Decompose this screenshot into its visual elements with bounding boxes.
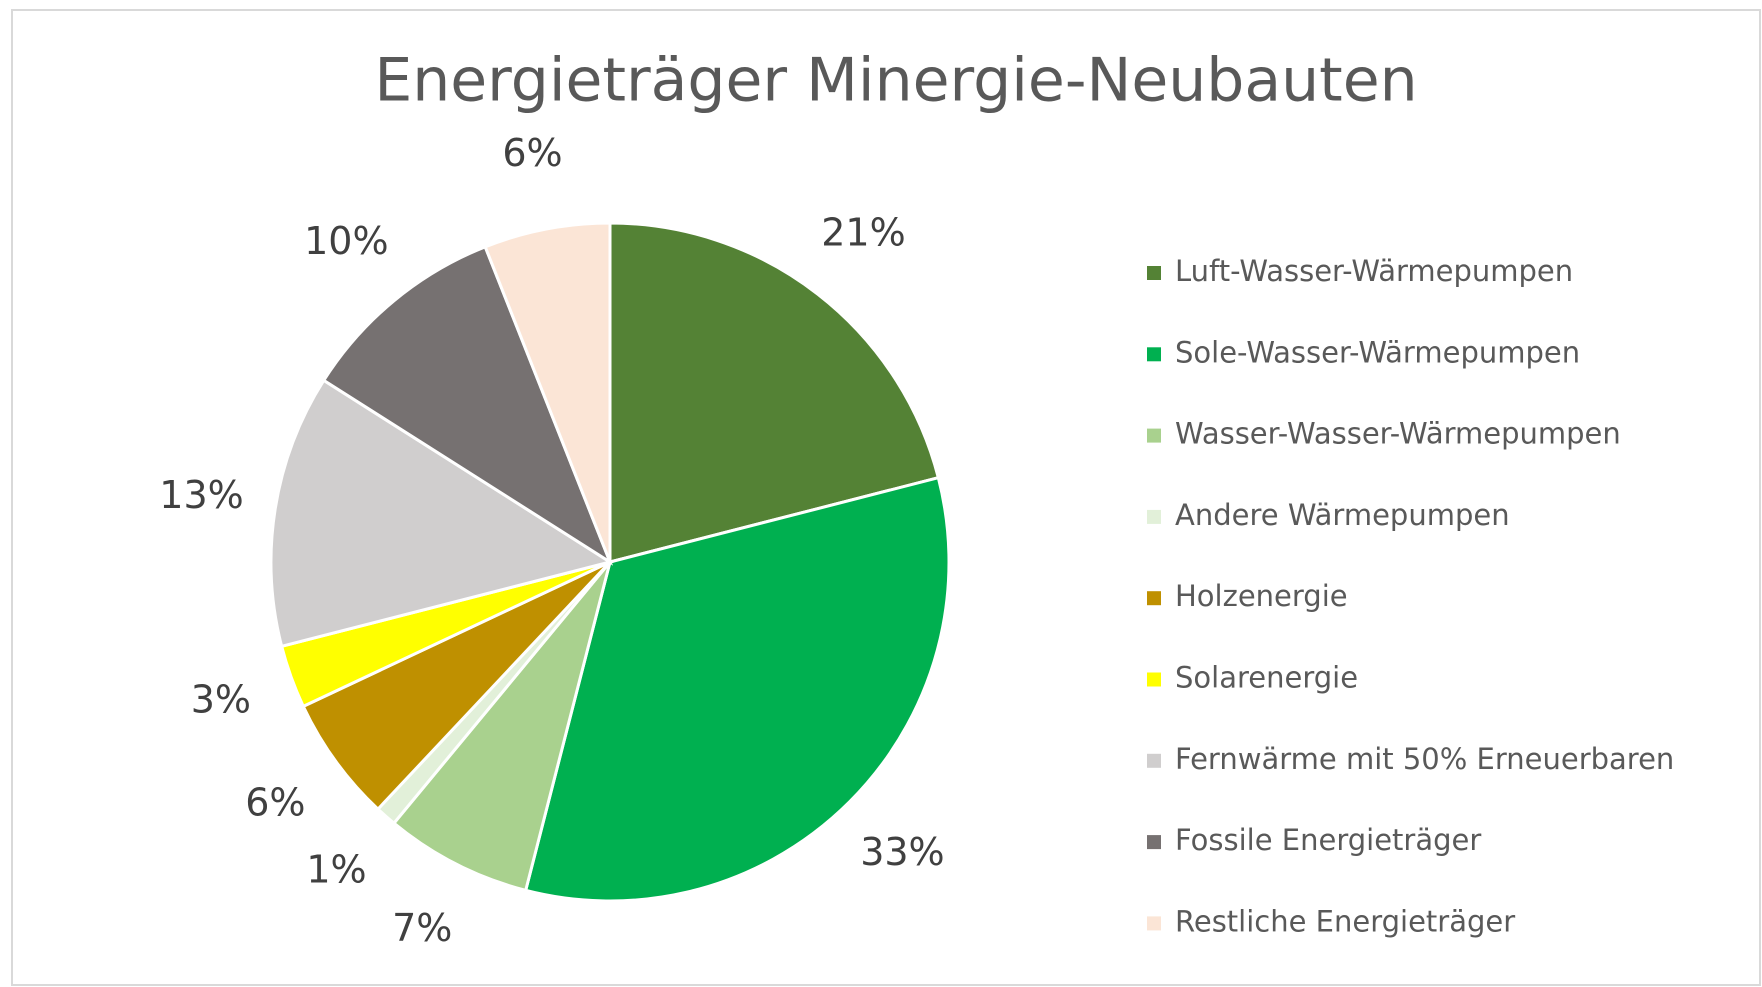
data-label: 33% <box>860 830 944 874</box>
data-label: 1% <box>306 848 366 892</box>
pie-slice <box>321 244 614 566</box>
legend-swatch <box>1147 428 1161 443</box>
data-label: 6% <box>502 131 562 175</box>
pie-slice <box>523 475 951 903</box>
legend-swatch <box>1147 509 1161 524</box>
legend-label: Holzenergie <box>1175 579 1348 613</box>
pie-slice <box>608 221 941 564</box>
legend-swatch <box>1147 591 1161 606</box>
data-label: 21% <box>821 211 905 255</box>
legend-swatch <box>1147 916 1161 931</box>
pie-slice <box>483 221 612 563</box>
data-label: 7% <box>392 906 452 950</box>
legend-label: Solarenergie <box>1175 661 1358 695</box>
legend-label: Restliche Energieträger <box>1175 904 1515 938</box>
legend-label: Wasser-Wasser-Wärmepumpen <box>1175 417 1621 451</box>
pie-slice <box>391 561 612 893</box>
legend-label: Luft-Wasser-Wärmepumpen <box>1175 254 1573 288</box>
legend-label: Fossile Energieträger <box>1175 823 1481 857</box>
legend-swatch <box>1147 266 1161 280</box>
pie-slice <box>301 560 612 812</box>
legend-swatch <box>1147 835 1161 850</box>
pie-slice <box>269 378 614 649</box>
data-label: 3% <box>191 678 251 722</box>
legend-swatch <box>1147 753 1161 768</box>
legend-swatch <box>1147 672 1161 687</box>
data-label: 13% <box>159 473 243 517</box>
legend-label: Andere Wärmepumpen <box>1175 498 1510 532</box>
data-label: 6% <box>245 781 305 825</box>
legend-label: Fernwärme mit 50% Erneuerbaren <box>1175 742 1674 776</box>
legend-label: Sole-Wasser-Wärmepumpen <box>1175 335 1580 369</box>
legend-swatch <box>1147 347 1161 362</box>
chart-title: Energieträger Minergie-Neubauten <box>374 46 1417 116</box>
data-label: 10% <box>304 219 388 263</box>
